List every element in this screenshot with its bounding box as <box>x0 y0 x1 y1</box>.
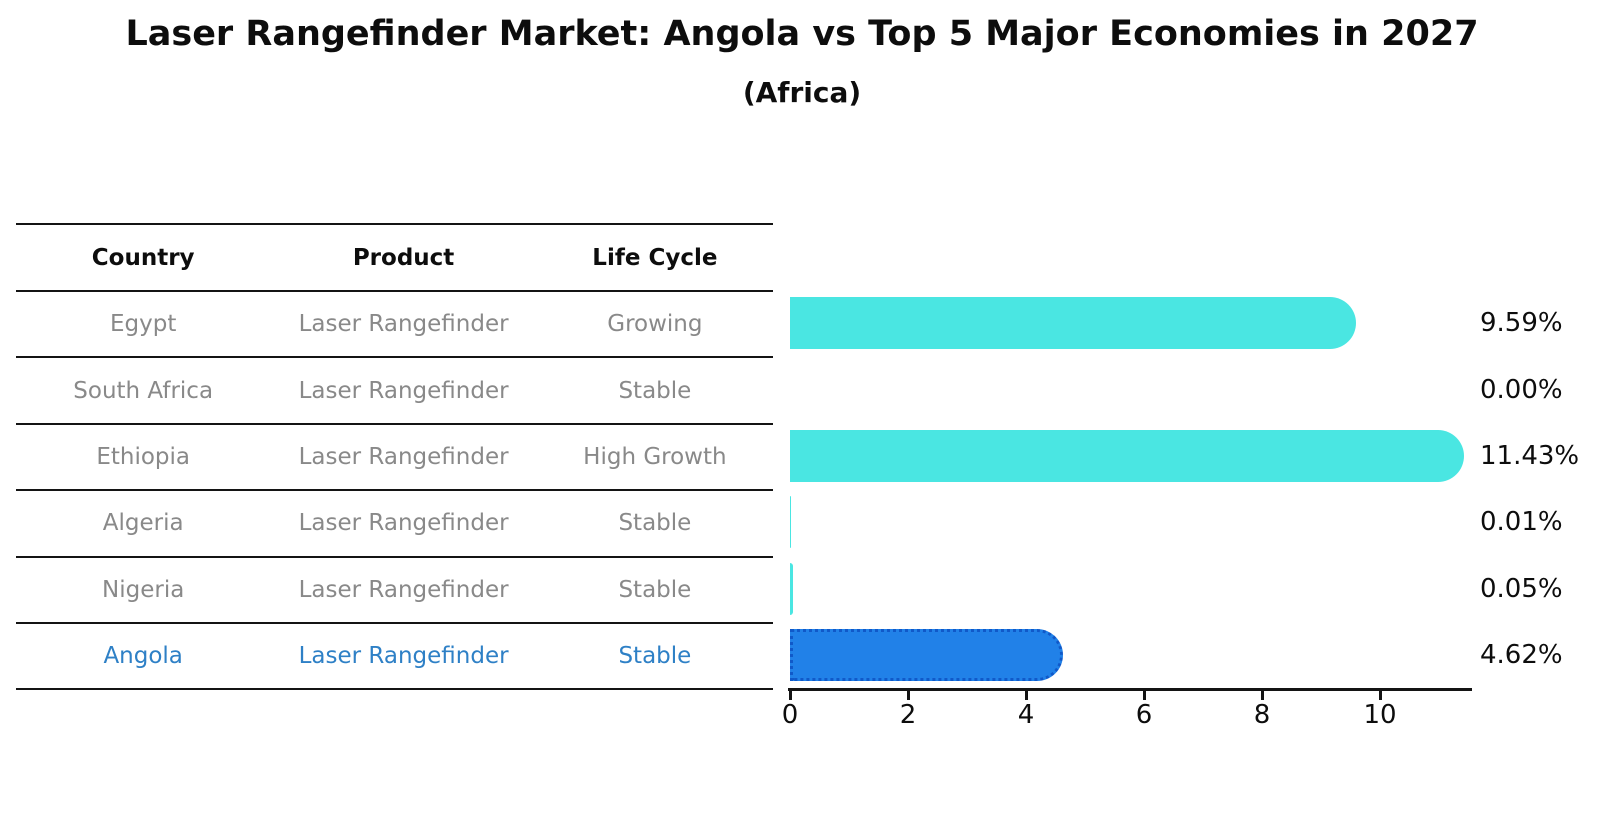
country-cell: Ethiopia <box>96 443 191 470</box>
lifecycle-cell: Stable <box>618 510 692 537</box>
country-cell: Nigeria <box>102 576 185 603</box>
value-label-nigeria: 0.05% <box>1480 573 1563 604</box>
column-header-product: Product <box>352 244 455 271</box>
x-tick-mark-0 <box>788 691 792 700</box>
product-cell: Laser Rangefinder <box>298 377 509 404</box>
x-tick-mark-2 <box>906 691 910 700</box>
lifecycle-cell: Stable <box>618 576 692 603</box>
table-row-ethiopia: Ethiopia Laser Rangefinder High Growth <box>16 425 773 492</box>
column-header-country: Country <box>91 244 195 271</box>
product-cell: Laser Rangefinder <box>298 576 509 603</box>
table-row-algeria: Algeria Laser Rangefinder Stable <box>16 491 773 558</box>
value-label-egypt: 9.59% <box>1480 308 1563 339</box>
country-cell: South Africa <box>73 377 214 404</box>
x-tick-mark-6 <box>1142 691 1146 700</box>
x-tick-label-10: 10 <box>1363 700 1397 730</box>
value-label-angola: 4.62% <box>1480 640 1563 671</box>
table-body: Egypt Laser Rangefinder Growing South Afric… <box>16 292 773 691</box>
table-row-south-africa: South Africa Laser Rangefinder Stable <box>16 358 773 425</box>
x-tick-label-8: 8 <box>1253 700 1271 730</box>
country-table: Country Product Life Cycle Egypt Laser Ra… <box>16 223 773 691</box>
product-cell: Laser Rangefinder <box>298 311 509 338</box>
table-header-row: Country Product Life Cycle <box>16 225 773 292</box>
product-cell: Laser Rangefinder <box>298 643 509 670</box>
x-tick-mark-8 <box>1260 691 1264 700</box>
column-header-lifecycle: Life Cycle <box>592 244 718 271</box>
value-label-algeria: 0.01% <box>1480 507 1563 538</box>
value-label-ethiopia: 11.43% <box>1480 440 1580 471</box>
bar-angola <box>790 629 1063 681</box>
value-label-south-africa: 0.00% <box>1480 374 1563 405</box>
country-cell: Angola <box>103 643 183 670</box>
x-tick-mark-10 <box>1378 691 1382 700</box>
chart-subtitle: (Africa) <box>742 76 862 109</box>
lifecycle-cell: High Growth <box>583 443 727 470</box>
lifecycle-cell: Growing <box>607 311 703 338</box>
bar-egypt <box>790 297 1356 349</box>
product-cell: Laser Rangefinder <box>298 443 509 470</box>
lifecycle-cell: Stable <box>618 643 692 670</box>
country-cell: Algeria <box>102 510 184 537</box>
x-axis-line <box>788 688 1472 691</box>
table-row-angola: Angola Laser Rangefinder Stable <box>16 624 773 691</box>
x-tick-label-6: 6 <box>1135 700 1153 730</box>
x-tick-label-4: 4 <box>1017 700 1035 730</box>
x-tick-label-2: 2 <box>899 700 917 730</box>
x-tick-mark-4 <box>1024 691 1028 700</box>
bar-nigeria <box>790 562 793 615</box>
table-row-nigeria: Nigeria Laser Rangefinder Stable <box>16 558 773 624</box>
chart-title: Laser Rangefinder Market: Angola vs Top … <box>125 14 1479 54</box>
x-tick-label-0: 0 <box>781 700 799 730</box>
table-row-egypt: Egypt Laser Rangefinder Growing <box>16 292 773 359</box>
bar-ethiopia <box>790 429 1464 482</box>
lifecycle-cell: Stable <box>618 377 692 404</box>
bar-algeria <box>790 496 791 549</box>
country-cell: Egypt <box>109 311 177 338</box>
product-cell: Laser Rangefinder <box>298 510 509 537</box>
